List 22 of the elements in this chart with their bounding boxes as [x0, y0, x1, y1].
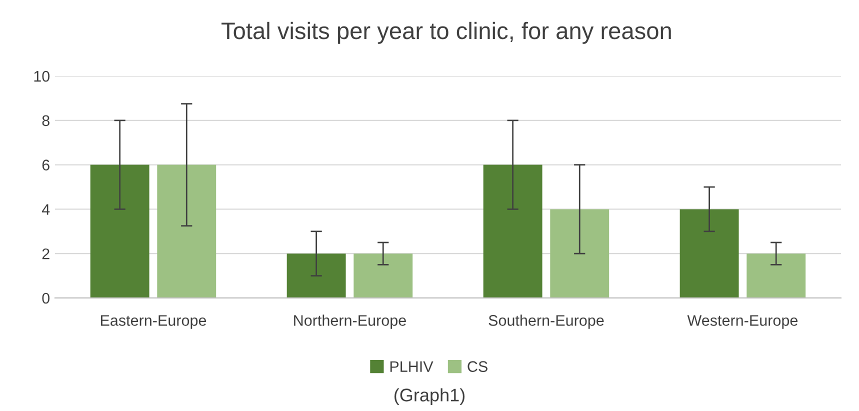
y-tick-label: 4 [42, 204, 50, 215]
chart-title: Total visits per year to clinic, for any reason [222, 22, 671, 44]
legend-label: CS [468, 361, 488, 372]
x-tick-label: Northern-Europe [294, 314, 406, 329]
y-tick-label: 8 [42, 115, 50, 126]
x-tick-label: Eastern-Europe [100, 315, 206, 329]
bar [680, 209, 739, 298]
bar [550, 209, 610, 298]
y-tick-label: 10 [34, 70, 50, 82]
bar [483, 164, 542, 298]
bar [354, 254, 413, 298]
text: (Graph1) [394, 388, 465, 406]
x-tick-label: Southern-Europe [488, 314, 604, 329]
bar [746, 254, 806, 298]
bar [286, 254, 346, 298]
y-tick-label: 0 [42, 292, 50, 304]
legend-label: PLHIV [390, 361, 434, 372]
x-tick-label: Western-Europe [687, 315, 798, 329]
bar [90, 164, 150, 298]
bar [157, 164, 216, 298]
y-tick-label: 2 [42, 248, 50, 260]
y-tick-label: 6 [42, 160, 50, 170]
